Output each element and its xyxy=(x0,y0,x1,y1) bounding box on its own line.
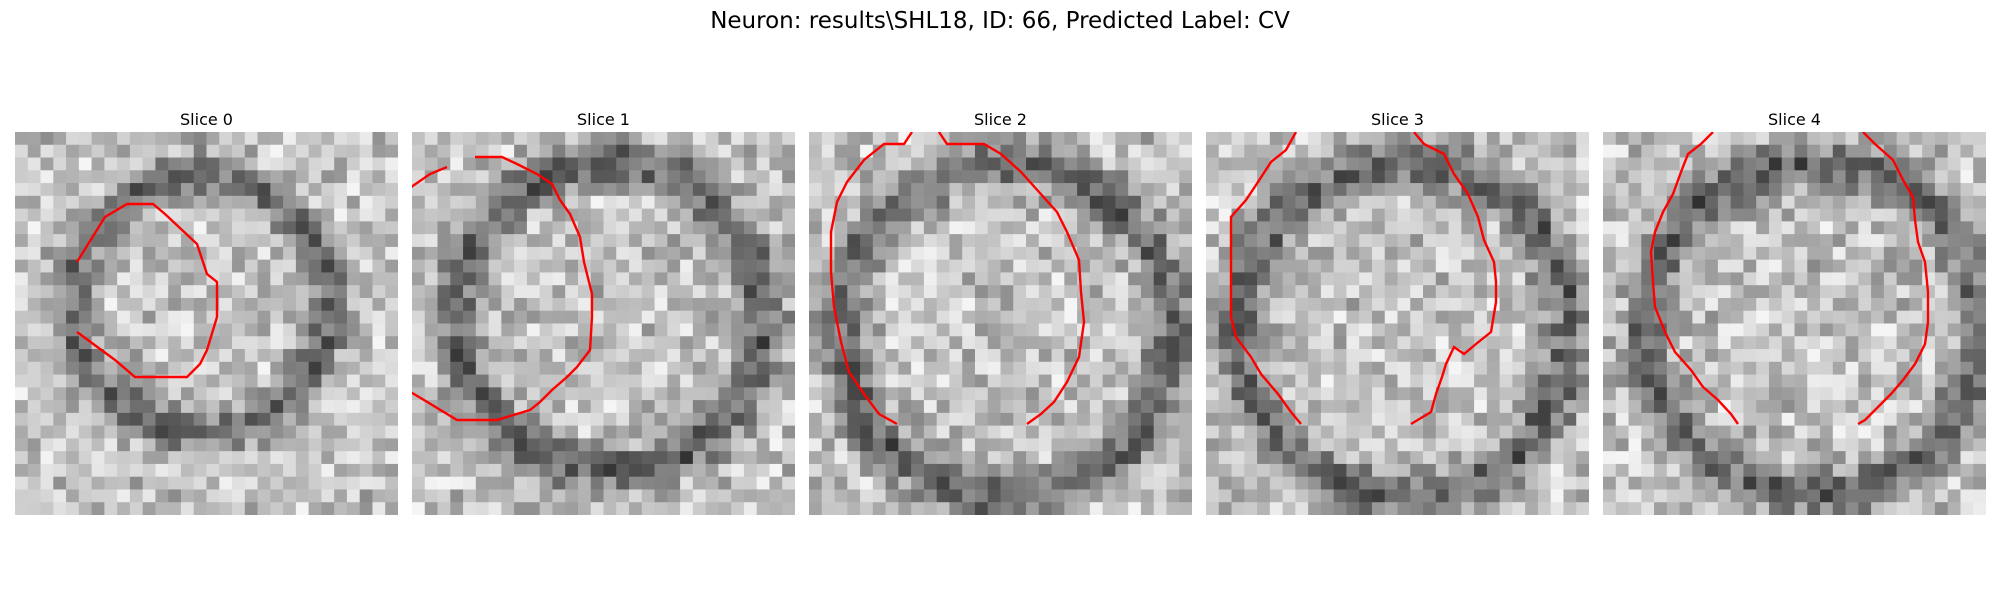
slice-title-0: Slice 0 xyxy=(180,110,233,129)
contour-1 xyxy=(412,155,594,422)
slice-panel-0: Slice 0 xyxy=(15,108,398,515)
contour-2b xyxy=(829,132,913,426)
slice-title-3: Slice 3 xyxy=(1371,110,1424,129)
slice-panel-3: Slice 3 xyxy=(1206,108,1589,515)
slice-image-1 xyxy=(412,132,795,515)
slice-title-1: Slice 1 xyxy=(577,110,630,129)
figure-title: Neuron: results\SHL18, ID: 66, Predicted… xyxy=(710,8,1290,34)
contour-4b xyxy=(1857,132,1930,426)
slice-image-2 xyxy=(809,132,1192,515)
contour-0 xyxy=(75,202,219,379)
slice-panel-4: Slice 4 xyxy=(1603,108,1986,515)
slice-image-4 xyxy=(1603,132,1986,515)
contour-2 xyxy=(938,132,1086,425)
contour-3b xyxy=(1410,132,1498,426)
slice-panel-1: Slice 1 xyxy=(412,108,795,515)
slice-panel-2: Slice 2 xyxy=(809,108,1192,515)
contour-3 xyxy=(1229,132,1302,425)
slice-image-0 xyxy=(15,132,398,515)
contour-4 xyxy=(1649,132,1739,425)
slice-title-4: Slice 4 xyxy=(1768,110,1821,129)
slice-title-2: Slice 2 xyxy=(974,110,1027,129)
slice-image-3 xyxy=(1206,132,1589,515)
